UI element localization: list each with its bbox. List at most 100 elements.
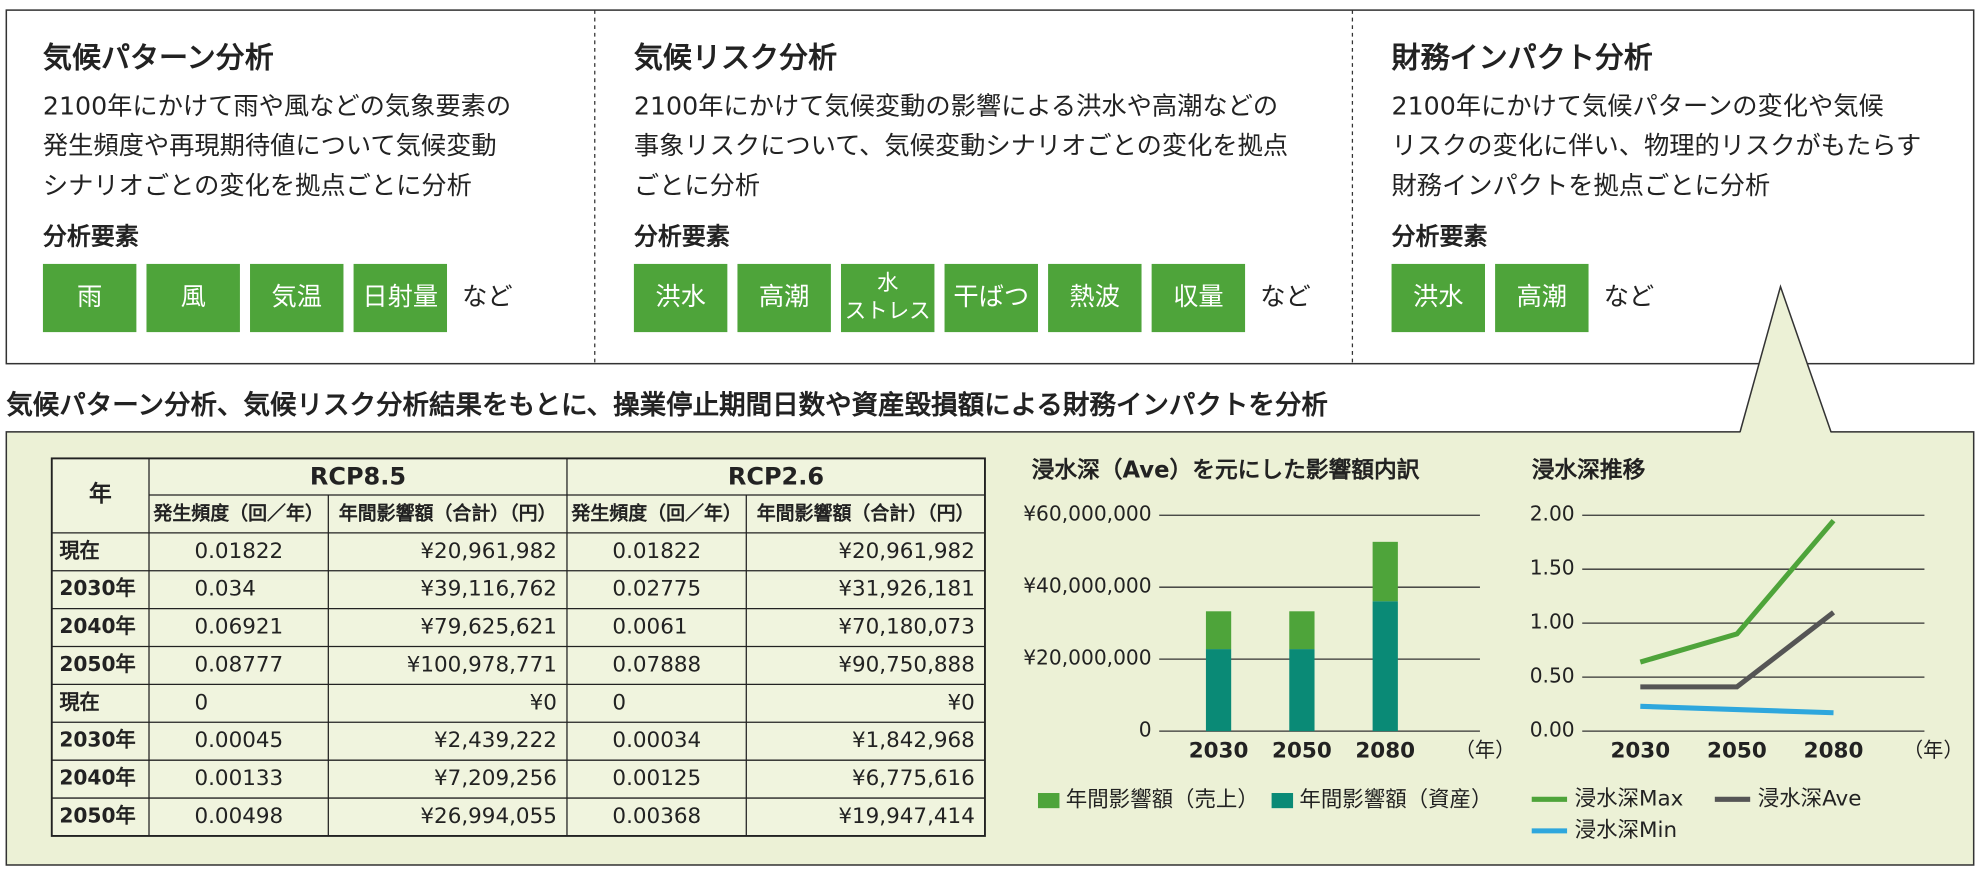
table-cell: ¥39,116,762 bbox=[420, 577, 556, 602]
legend-label: 年間影響額（売上） bbox=[1066, 788, 1259, 813]
suffix: など bbox=[462, 282, 512, 311]
x-tick-label: 2080 bbox=[1804, 738, 1864, 763]
table-cell: ¥0 bbox=[948, 690, 975, 715]
legend-swatch bbox=[1271, 793, 1294, 809]
table-cell: 0.06921 bbox=[194, 615, 283, 640]
table-cell: 0.00498 bbox=[194, 804, 283, 829]
y-tick-label: 1.50 bbox=[1530, 556, 1575, 580]
table-subheader: 年間影響額（合計）（円） bbox=[339, 501, 557, 524]
panel-text: 2100年にかけて気候パターンの変化や気候 bbox=[1392, 91, 1884, 120]
bar bbox=[1289, 611, 1315, 650]
suffix: など bbox=[1604, 282, 1655, 311]
panel-title: 気候パターン分析 bbox=[43, 40, 274, 74]
table-cell: ¥70,180,073 bbox=[838, 615, 974, 640]
x-tick-label: 2030 bbox=[1610, 738, 1670, 763]
table-subheader: 年間影響額（合計）（円） bbox=[757, 501, 975, 524]
x-tick-label: 2050 bbox=[1272, 738, 1332, 763]
table-cell: 2040年 bbox=[59, 614, 135, 638]
line bbox=[1640, 703, 1834, 716]
tag-label: 日射量 bbox=[362, 282, 438, 311]
panel-text: 事象リスクについて、気候変動シナリオごとの変化を拠点 bbox=[634, 131, 1288, 160]
tag-label: 風 bbox=[181, 282, 206, 311]
table-cell: 0.00368 bbox=[612, 804, 701, 829]
panel-text: シナリオごとの変化を拠点ごとに分析 bbox=[43, 171, 472, 200]
panel-text: 2100年にかけて雨や風などの気象要素の bbox=[43, 91, 511, 120]
table-cell: 2050年 bbox=[59, 804, 135, 828]
legend-swatch bbox=[1037, 793, 1060, 809]
table-cell: ¥2,439,222 bbox=[434, 728, 557, 753]
table-header: RCP8.5 bbox=[310, 462, 406, 490]
tag bbox=[353, 263, 448, 333]
panel-title: 財務インパクト分析 bbox=[1392, 40, 1653, 74]
bar bbox=[1205, 611, 1232, 650]
x-unit: （年） bbox=[1903, 738, 1964, 762]
tag bbox=[250, 263, 344, 333]
table-cell: ¥31,926,181 bbox=[838, 577, 974, 602]
table-subheader: 発生頻度（回／年） bbox=[152, 501, 323, 524]
bar bbox=[1205, 649, 1232, 732]
tag bbox=[146, 263, 240, 333]
elements-label: 分析要素 bbox=[1392, 222, 1488, 250]
table-cell: 現在 bbox=[59, 690, 99, 714]
table-cell: 現在 bbox=[59, 538, 99, 562]
table-cell: ¥1,842,968 bbox=[852, 728, 975, 753]
panel-text: 発生頻度や再現期待値について気候変動 bbox=[43, 131, 497, 160]
table-cell: ¥6,775,616 bbox=[852, 766, 975, 791]
headline: 気候パターン分析、気候リスク分析結果をもとに、操業停止期間日数や資産毀損額による… bbox=[6, 390, 1328, 421]
table-cell: 2030年 bbox=[59, 728, 135, 752]
table-cell: 0.00125 bbox=[612, 766, 701, 791]
y-tick-label: 1.00 bbox=[1530, 610, 1575, 634]
table-header: 年 bbox=[89, 481, 112, 508]
panel-title: 気候リスク分析 bbox=[634, 40, 837, 74]
tag-label: ストレス bbox=[845, 299, 931, 324]
y-tick-label: ¥60,000,000 bbox=[1023, 502, 1151, 526]
table-cell: ¥100,978,771 bbox=[407, 652, 557, 677]
table-cell: ¥90,750,888 bbox=[838, 652, 974, 677]
line bbox=[1639, 518, 1836, 665]
chart-title: 浸水深（Ave）を元にした影響額内訳 bbox=[1032, 457, 1420, 484]
table-header: RCP2.6 bbox=[728, 462, 824, 490]
suffix: など bbox=[1260, 282, 1311, 311]
tag-label: 水 bbox=[877, 271, 898, 296]
panel-text: リスクの変化に伴い、物理的リスクがもたらす bbox=[1392, 131, 1922, 160]
table-cell: ¥20,961,982 bbox=[838, 539, 974, 564]
table-cell: 0.08777 bbox=[194, 652, 283, 677]
table-cell: 0 bbox=[194, 690, 208, 715]
legend-label: 年間影響額（資産） bbox=[1299, 788, 1492, 813]
tag-label: 雨 bbox=[77, 282, 102, 311]
tag-label: 洪水 bbox=[1413, 282, 1464, 311]
x-tick-label: 2050 bbox=[1707, 738, 1767, 763]
elements-label: 分析要素 bbox=[43, 222, 139, 250]
y-tick-label: ¥20,000,000 bbox=[1023, 646, 1151, 670]
table-cell: 0.00034 bbox=[612, 728, 701, 753]
table-subheader: 発生頻度（回／年） bbox=[570, 501, 741, 524]
chart-title: 浸水深推移 bbox=[1532, 458, 1646, 484]
line bbox=[1640, 610, 1836, 690]
tag bbox=[944, 263, 1038, 333]
tag-label: 収量 bbox=[1173, 282, 1224, 311]
bar bbox=[1372, 541, 1398, 602]
table-cell: ¥79,625,621 bbox=[420, 615, 556, 640]
table-cell: ¥20,961,982 bbox=[420, 539, 556, 564]
table-cell: ¥7,209,256 bbox=[434, 766, 557, 791]
x-tick-label: 2080 bbox=[1355, 738, 1415, 763]
tag bbox=[1495, 263, 1589, 333]
table-cell: ¥19,947,414 bbox=[838, 804, 974, 829]
legend-label: 浸水深Min bbox=[1575, 818, 1677, 843]
table-cell: ¥0 bbox=[530, 690, 557, 715]
y-tick-label: 0.00 bbox=[1530, 718, 1575, 742]
legend-label: 浸水深Max bbox=[1575, 786, 1684, 811]
x-unit: （年） bbox=[1455, 738, 1516, 762]
table-cell: 0.01822 bbox=[612, 539, 701, 564]
y-tick-label: ¥40,000,000 bbox=[1023, 574, 1151, 598]
table-cell: ¥26,994,055 bbox=[420, 804, 556, 829]
callout bbox=[1740, 286, 1831, 434]
table-cell: 0 bbox=[612, 690, 626, 715]
y-tick-label: 0 bbox=[1139, 718, 1152, 742]
tag bbox=[1151, 263, 1246, 333]
table-cell: 0.00045 bbox=[194, 728, 283, 753]
tag bbox=[737, 263, 831, 333]
top-frame bbox=[5, 9, 1975, 365]
panel-text: 2100年にかけて気候変動の影響による洪水や高潮などの bbox=[634, 91, 1278, 120]
